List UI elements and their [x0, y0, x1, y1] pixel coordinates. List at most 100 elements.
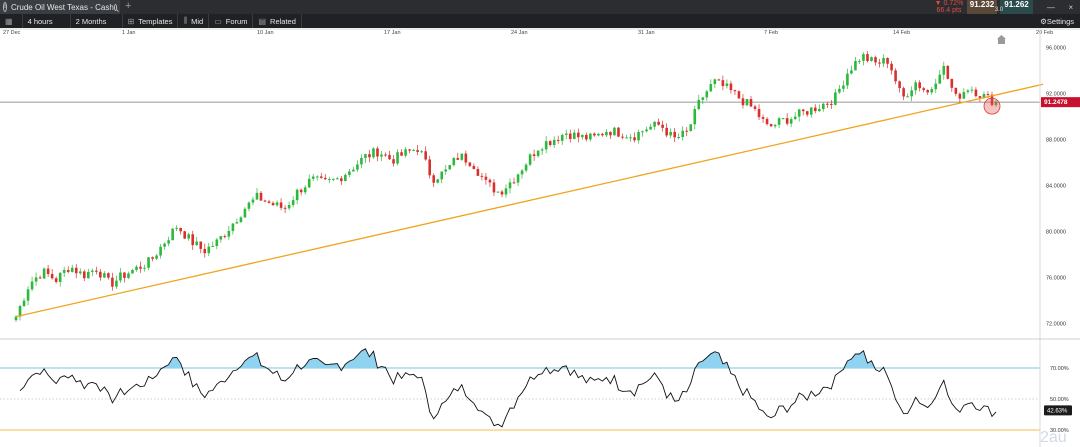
candle-body	[781, 118, 785, 120]
candle-body	[725, 83, 729, 87]
candle-body	[171, 228, 174, 241]
candle-body	[809, 107, 813, 115]
candle-body	[331, 178, 335, 180]
candle-body	[617, 127, 620, 137]
buy-price-button[interactable]: 91.262	[1000, 0, 1033, 14]
candle-body	[994, 101, 998, 106]
range-select[interactable]: 2 Months	[71, 14, 123, 28]
templates-button[interactable]: ⊞ Templates	[123, 14, 179, 28]
candle-body	[576, 132, 580, 138]
candle-body	[894, 70, 897, 82]
candle-body	[496, 191, 500, 193]
related-button[interactable]: ▤ Related	[253, 14, 302, 28]
candle-body	[729, 83, 733, 91]
candle-body	[709, 84, 713, 92]
candle-body	[942, 65, 946, 75]
candle-body	[400, 152, 403, 156]
candle-body	[745, 99, 749, 106]
candle-body	[665, 127, 668, 136]
candle-body	[311, 176, 315, 179]
candle-body	[890, 63, 893, 71]
close-icon[interactable]: ×	[1068, 2, 1074, 12]
candle-body	[384, 154, 387, 156]
candle-body	[251, 199, 255, 203]
candle-body	[737, 91, 741, 99]
candle-body	[287, 205, 291, 209]
candle-body	[705, 91, 709, 98]
candle-body	[307, 178, 311, 188]
candle-body	[878, 62, 881, 64]
candle-body	[440, 171, 444, 180]
candle-body	[785, 118, 789, 124]
candle-body	[163, 243, 166, 247]
candle-body	[255, 192, 259, 200]
candle-body	[761, 117, 765, 119]
candle-body	[352, 169, 355, 172]
candle-body	[870, 57, 873, 61]
candle-body	[18, 305, 22, 317]
layout-button[interactable]: ▦	[0, 14, 23, 28]
candle-body	[95, 270, 98, 272]
new-tab-button[interactable]: +	[125, 0, 132, 12]
candle-body	[661, 124, 664, 128]
candle-body	[444, 169, 448, 172]
candle-body	[532, 154, 536, 157]
date-tick-label: 14 Feb	[893, 30, 910, 36]
candle-body	[243, 208, 247, 218]
candle-body	[850, 70, 853, 74]
instrument-tab[interactable]: i Crude Oil West Texas - Cash	[0, 0, 120, 14]
candle-body	[484, 176, 488, 180]
candle-body	[70, 267, 74, 272]
price-chart[interactable]: 27 Dec 1 Jan 10 Jan 17 Jan 24 Jan 31 Jan 7 Feb…	[0, 28, 1080, 447]
candle-body	[605, 131, 608, 136]
trendline[interactable]	[15, 83, 1044, 318]
candle-body	[821, 103, 825, 110]
candle-body	[769, 124, 773, 127]
minimize-icon[interactable]: —	[1046, 2, 1055, 12]
candle-body	[412, 150, 415, 152]
candle-body	[657, 121, 660, 125]
candle-body	[271, 202, 275, 206]
candle-body	[143, 267, 146, 269]
candle-body	[842, 85, 845, 89]
chart-canvas[interactable]: 27 Dec 1 Jan 10 Jan 17 Jan 24 Jan 31 Jan 7 Feb…	[0, 28, 1080, 447]
candle-body	[862, 54, 865, 61]
candle-body	[516, 174, 520, 183]
candle-body	[111, 277, 114, 287]
settings-button[interactable]: ⚙ Settings	[1040, 17, 1080, 26]
candle-body	[556, 139, 560, 141]
candle-body	[211, 245, 215, 247]
candle-body	[62, 270, 66, 273]
candle-body	[874, 57, 877, 63]
candle-body	[183, 231, 186, 239]
candle-body	[749, 99, 753, 107]
candle-body	[372, 148, 375, 158]
candle-body	[693, 109, 697, 125]
forum-icon: ▭	[214, 16, 222, 26]
watermark-text: 2au	[1040, 429, 1067, 446]
change-points: 66.4 pts	[936, 7, 962, 14]
forum-button[interactable]: ▭ Forum	[209, 14, 254, 28]
interval-select[interactable]: 4 hours	[23, 14, 71, 28]
candle-body	[291, 200, 295, 206]
scroll-to-top-icon[interactable]	[997, 35, 1006, 44]
candle-body	[356, 164, 359, 170]
candle-body	[914, 82, 917, 91]
candle-body	[568, 133, 572, 140]
candle-body	[22, 300, 26, 306]
candle-body	[488, 179, 492, 183]
candle-body	[147, 257, 150, 268]
search-icon[interactable]	[113, 3, 117, 11]
candle-body	[195, 241, 199, 246]
gear-icon: ⚙	[1040, 16, 1047, 26]
candle-body	[460, 153, 464, 160]
mid-button[interactable]: ⫼ Mid	[178, 14, 210, 28]
candle-body	[926, 90, 930, 93]
candle-body	[974, 89, 978, 97]
scroll-icon-base	[998, 39, 1005, 44]
date-axis: 27 Dec 1 Jan 10 Jan 17 Jan 24 Jan 31 Jan 7 Feb…	[3, 30, 1053, 36]
candle-body	[159, 246, 162, 256]
candle-body	[669, 131, 672, 136]
candle-body	[203, 248, 207, 254]
sell-price-button[interactable]: 91.232	[967, 0, 997, 14]
